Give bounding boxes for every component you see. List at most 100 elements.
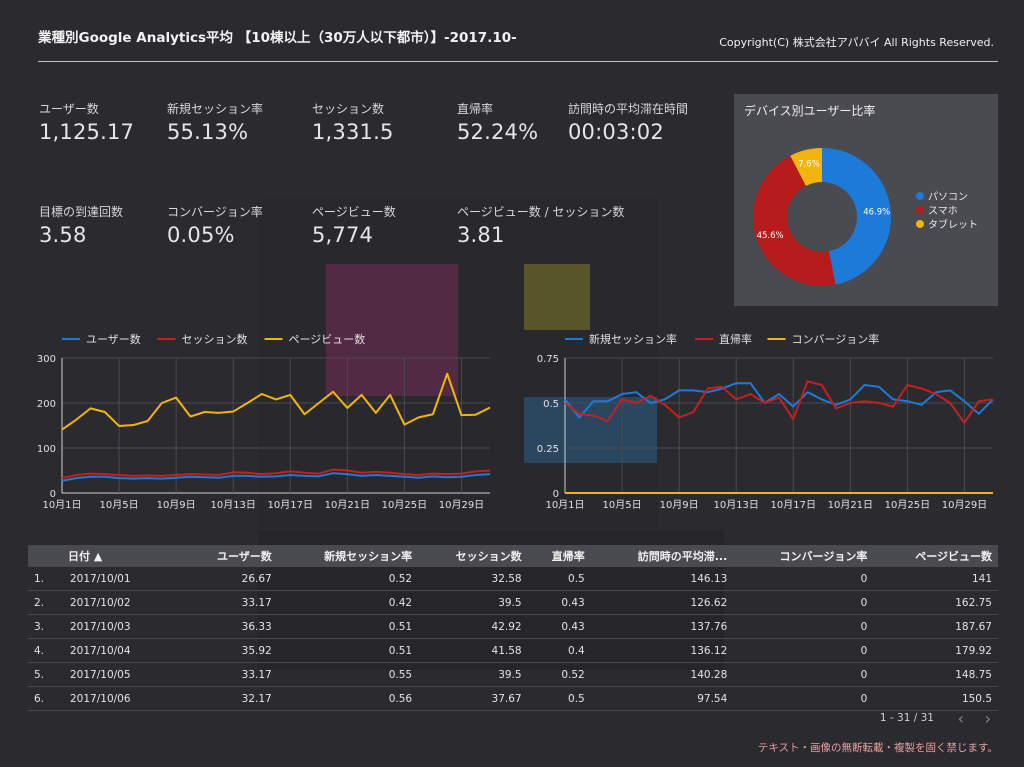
table-cell: 2017/10/06 xyxy=(62,686,184,711)
table-cell: 33.17 xyxy=(184,662,278,687)
donut-slice-0 xyxy=(822,148,891,285)
row-index: 4. xyxy=(28,638,62,663)
donut-slice-label: 46.9% xyxy=(863,208,890,218)
decor-magenta-square xyxy=(326,264,458,396)
device-ratio-panel: デバイス別ユーザー比率 46.9% パソコン 45.6% スマホ 7.6% タブレット xyxy=(734,94,998,306)
table-cell: 0.51 xyxy=(277,638,419,663)
y-tick-label: 200 xyxy=(37,399,56,410)
table-header-index xyxy=(28,545,62,567)
rate-line-chart: 新規セッション率 直帰率 コンバージョン率 0 0.25 0.5 0.75 10月1日 10月5… xyxy=(528,325,998,520)
y-tick-label: 0.25 xyxy=(537,444,559,455)
table-cell: 0.43 xyxy=(527,590,591,615)
table-row: 1. 2017/10/01 26.67 0.52 32.58 0.5 146.13 0 141 xyxy=(28,567,998,591)
row-index: 2. xyxy=(28,590,62,615)
rate-line-chart-svg: 新規セッション率 直帰率 コンバージョン率 0 0.25 0.5 0.75 10月1日 10月5… xyxy=(537,332,994,511)
table-cell: 36.33 xyxy=(184,614,278,639)
table-cell: 26.67 xyxy=(184,567,278,591)
series-line-2 xyxy=(61,372,491,431)
daily-data-table: 日付 ▲ ユーザー数 新規セッション率 セッション数 直帰率 訪問時の平均滞..… xyxy=(28,545,998,711)
table-cell: 137.76 xyxy=(590,614,734,639)
table-row: 3. 2017/10/03 36.33 0.51 42.92 0.43 137.76 0 187… xyxy=(28,614,998,639)
legend-label: タブレット xyxy=(928,218,978,231)
table-cell: 0 xyxy=(733,590,874,615)
table-cell: 0 xyxy=(733,638,874,663)
traffic-line-chart: ユーザー数 セッション数 ページビュー数 0 100 200 300 10月1日 10月5日 10… xyxy=(28,325,498,520)
y-tick-label: 100 xyxy=(37,444,56,455)
table-cell: 0.52 xyxy=(527,662,591,687)
x-tick-label: 10月25日 xyxy=(382,499,427,511)
daily-table: 日付 ▲ ユーザー数 新規セッション率 セッション数 直帰率 訪問時の平均滞..… xyxy=(28,545,998,711)
legend-label: ページビュー数 xyxy=(289,333,366,346)
table-cell: 2017/10/03 xyxy=(62,614,184,639)
table-header-date[interactable]: 日付 ▲ xyxy=(62,545,184,567)
table-header-sessions[interactable]: セッション数 xyxy=(418,545,528,567)
decor-olive-square xyxy=(524,264,590,330)
series-line-1 xyxy=(564,380,994,424)
pagination-text: 1 - 31 / 31 xyxy=(879,712,934,724)
y-tick-label: 0.75 xyxy=(537,354,559,365)
donut-slice-label: 45.6% xyxy=(757,231,784,241)
legend-label: ユーザー数 xyxy=(86,333,141,346)
table-cell: 37.67 xyxy=(418,686,528,711)
header-divider xyxy=(38,61,998,62)
y-tick-label: 0 xyxy=(553,489,559,500)
table-cell: 0 xyxy=(733,686,874,711)
donut-slice-2 xyxy=(790,148,822,186)
x-tick-label: 10月13日 xyxy=(713,499,758,511)
kpi-label: ページビュー数 / セッション数 xyxy=(457,205,625,219)
prev-page-button[interactable]: ‹ xyxy=(957,709,964,728)
table-header-row: 日付 ▲ ユーザー数 新規セッション率 セッション数 直帰率 訪問時の平均滞..… xyxy=(28,545,998,567)
table-cell: 33.17 xyxy=(184,590,278,615)
table-header-users[interactable]: ユーザー数 xyxy=(184,545,278,567)
kpi-label: 直帰率 xyxy=(457,102,494,116)
table-row: 6. 2017/10/06 32.17 0.56 37.67 0.5 97.54 0 150.5 xyxy=(28,686,998,711)
kpi-pageviews: ページビュー数 5,774 xyxy=(312,203,396,247)
y-tick-label: 300 xyxy=(37,354,56,365)
table-cell: 0 xyxy=(733,662,874,687)
kpi-value: 55.13% xyxy=(167,120,249,144)
legend-label: スマホ xyxy=(928,205,958,217)
table-cell: 0.5 xyxy=(527,686,591,711)
table-cell: 32.58 xyxy=(418,567,528,591)
table-cell: 0.51 xyxy=(277,614,419,639)
legend-label: コンバージョン率 xyxy=(792,332,880,346)
kpi-label: ユーザー数 xyxy=(39,102,99,116)
kpi-users: ユーザー数 1,125.17 xyxy=(39,100,134,144)
x-tick-label: 10月17日 xyxy=(771,499,816,511)
table-cell: 42.92 xyxy=(418,614,528,639)
table-header-new-session-rate[interactable]: 新規セッション率 xyxy=(277,545,419,567)
table-header-conversion[interactable]: コンバージョン率 xyxy=(733,545,874,567)
legend-dot xyxy=(916,220,924,228)
kpi-value: 0.05% xyxy=(167,223,235,247)
table-row: 5. 2017/10/05 33.17 0.55 39.5 0.52 140.28 0 148.… xyxy=(28,662,998,687)
kpi-conversion-rate: コンバージョン率 0.05% xyxy=(167,203,263,247)
kpi-label: 訪問時の平均滞在時間 xyxy=(568,102,689,116)
x-tick-label: 10月25日 xyxy=(885,499,930,511)
table-cell: 0.52 xyxy=(277,567,419,591)
table-cell: 41.58 xyxy=(418,638,528,663)
table-cell: 146.13 xyxy=(590,567,734,591)
donut-slice-label: 7.6% xyxy=(798,160,820,170)
kpi-sessions: セッション数 1,331.5 xyxy=(312,100,394,144)
table-cell: 0 xyxy=(733,614,874,639)
x-tick-label: 10月9日 xyxy=(660,499,699,511)
traffic-line-chart-svg: ユーザー数 セッション数 ページビュー数 0 100 200 300 10月1日 10月5日 10… xyxy=(37,333,491,511)
decor-blue-square xyxy=(524,397,657,463)
table-cell: 148.75 xyxy=(873,662,998,687)
table-header-pageviews[interactable]: ページビュー数 xyxy=(873,545,998,567)
table-header-avg-duration[interactable]: 訪問時の平均滞... xyxy=(590,545,734,567)
kpi-bounce-rate: 直帰率 52.24% xyxy=(457,100,538,144)
table-cell: 136.12 xyxy=(590,638,734,663)
kpi-avg-duration: 訪問時の平均滞在時間 00:03:02 xyxy=(568,100,688,144)
legend-label: 新規セッション率 xyxy=(589,332,677,346)
table-cell: 2017/10/02 xyxy=(62,590,184,615)
x-tick-label: 10月1日 xyxy=(42,499,81,511)
page-title: 業種別Google Analytics平均 【10棟以上（30万人以下都市）】-… xyxy=(38,30,517,46)
next-page-button[interactable]: › xyxy=(984,709,991,728)
table-cell: 39.5 xyxy=(418,662,528,687)
table-cell: 141 xyxy=(873,567,998,591)
legend-label: パソコン xyxy=(928,191,968,203)
table-header-bounce[interactable]: 直帰率 xyxy=(527,545,591,567)
x-tick-label: 10月5日 xyxy=(100,499,139,511)
y-tick-label: 0.5 xyxy=(543,399,559,410)
